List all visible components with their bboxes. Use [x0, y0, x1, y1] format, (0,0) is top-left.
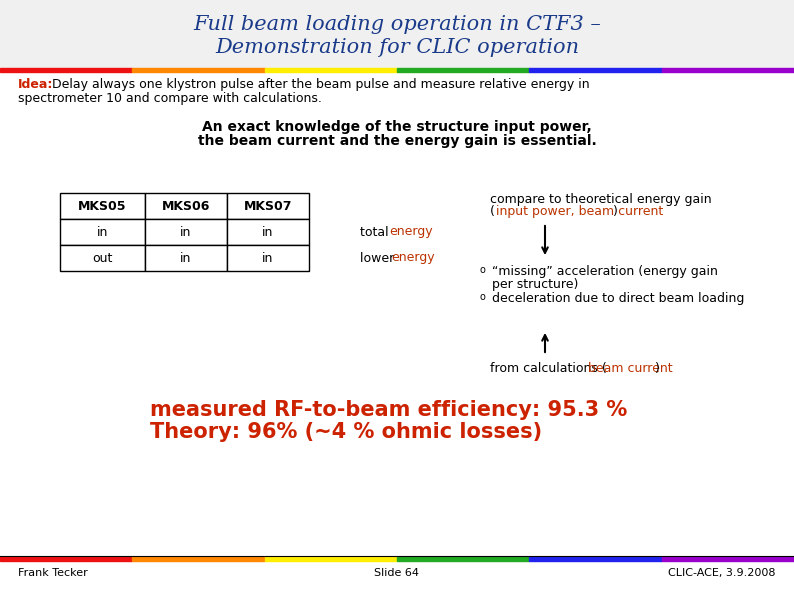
Text: MKS06: MKS06: [162, 200, 210, 213]
Text: energy: energy: [389, 225, 433, 238]
Text: Idea:: Idea:: [18, 78, 53, 91]
Text: from calculations (: from calculations (: [490, 362, 607, 375]
Text: compare to theoretical energy gain: compare to theoretical energy gain: [490, 193, 711, 206]
Bar: [661, 557, 794, 561]
Text: MKS05: MKS05: [79, 200, 127, 213]
Bar: [133, 68, 264, 72]
Text: Frank Tecker: Frank Tecker: [18, 568, 88, 578]
Bar: [0, 0, 794, 68]
Bar: [60, 193, 145, 219]
Text: lower: lower: [360, 252, 399, 265]
Text: An exact knowledge of the structure input power,: An exact knowledge of the structure inpu…: [202, 120, 592, 134]
Text: Demonstration for CLIC operation: Demonstration for CLIC operation: [215, 38, 579, 57]
Text: in: in: [180, 225, 191, 238]
Bar: [227, 245, 309, 271]
Text: input power, beam current: input power, beam current: [496, 205, 663, 218]
Bar: [530, 68, 661, 72]
Text: in: in: [97, 225, 108, 238]
Text: (: (: [490, 205, 495, 218]
Text: Delay always one klystron pulse after the beam pulse and measure relative energy: Delay always one klystron pulse after th…: [48, 78, 590, 91]
Text: total: total: [360, 225, 392, 238]
Text: per structure): per structure): [492, 278, 578, 291]
Bar: [60, 219, 145, 245]
Bar: [0, 557, 133, 561]
Bar: [0, 68, 133, 72]
Text: ): ): [655, 362, 660, 375]
Text: o: o: [480, 292, 486, 302]
Bar: [145, 219, 227, 245]
Text: o: o: [480, 265, 486, 275]
Text: beam current: beam current: [588, 362, 673, 375]
Text: Full beam loading operation in CTF3 –: Full beam loading operation in CTF3 –: [193, 15, 601, 34]
Bar: [60, 245, 145, 271]
Bar: [264, 557, 397, 561]
Text: energy: energy: [391, 252, 434, 265]
Bar: [227, 219, 309, 245]
Bar: [145, 193, 227, 219]
Bar: [227, 193, 309, 219]
Bar: [133, 557, 264, 561]
Text: “missing” acceleration (energy gain: “missing” acceleration (energy gain: [492, 265, 718, 278]
Bar: [397, 68, 530, 72]
Text: CLIC-ACE, 3.9.2008: CLIC-ACE, 3.9.2008: [669, 568, 776, 578]
Text: out: out: [92, 252, 113, 265]
Text: in: in: [262, 225, 274, 238]
Text: the beam current and the energy gain is essential.: the beam current and the energy gain is …: [198, 134, 596, 148]
Text: measured RF-to-beam efficiency: 95.3 %: measured RF-to-beam efficiency: 95.3 %: [150, 400, 627, 420]
Text: MKS07: MKS07: [244, 200, 292, 213]
Bar: [661, 68, 794, 72]
Text: in: in: [262, 252, 274, 265]
Text: spectrometer 10 and compare with calculations.: spectrometer 10 and compare with calcula…: [18, 92, 322, 105]
Text: Theory: 96% (~4 % ohmic losses): Theory: 96% (~4 % ohmic losses): [150, 422, 542, 442]
Text: ): ): [613, 205, 618, 218]
Text: in: in: [180, 252, 191, 265]
Text: deceleration due to direct beam loading: deceleration due to direct beam loading: [492, 292, 745, 305]
Bar: [264, 68, 397, 72]
Bar: [397, 557, 530, 561]
Bar: [145, 245, 227, 271]
Bar: [530, 557, 661, 561]
Text: Slide 64: Slide 64: [375, 568, 419, 578]
